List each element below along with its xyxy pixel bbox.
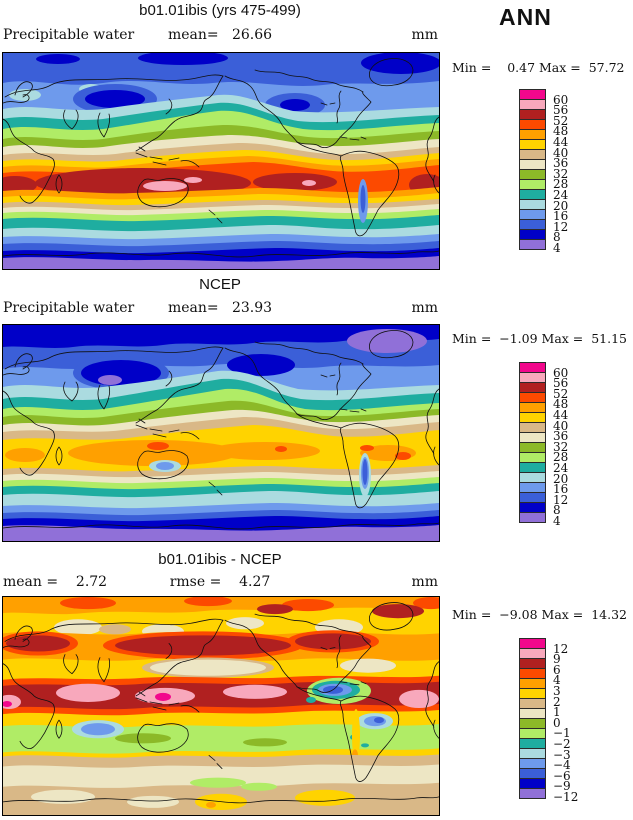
legend-label: 3 <box>553 684 561 698</box>
legend-label: 4 <box>553 514 561 528</box>
panel3-title: b01.01ibis - NCEP <box>158 551 282 568</box>
legend-label: 60 <box>553 365 569 380</box>
legend-label: 6 <box>553 662 561 677</box>
legend-label: −2 <box>553 737 571 751</box>
legend-label: −9 <box>553 779 571 794</box>
map-model-precipitable-water <box>2 52 440 270</box>
legend-swatch <box>519 512 546 523</box>
legend-label: 56 <box>553 376 569 391</box>
legend-label: 28 <box>553 450 569 465</box>
legend-label: 8 <box>553 503 561 518</box>
legend-label: 32 <box>553 166 569 181</box>
legend-label: 36 <box>553 429 569 444</box>
panel1-units-label: mm <box>411 27 438 43</box>
legend-label: 0 <box>553 715 561 730</box>
legend-label: 12 <box>553 641 569 656</box>
legend-label: 24 <box>553 188 569 202</box>
legend-label: 32 <box>553 439 569 454</box>
panel1-mean-label: mean= 26.66 <box>167 27 273 43</box>
legend-label: −3 <box>553 747 571 762</box>
panel3-mean-label: mean = 2.72 <box>3 574 108 590</box>
legend-label: −4 <box>553 758 571 773</box>
panel1-variable-label: Precipitable water <box>3 27 135 43</box>
legend-label: 44 <box>553 408 569 422</box>
legend-swatch <box>519 239 546 250</box>
legend-label: 20 <box>553 471 569 486</box>
legend-label: 48 <box>553 124 569 139</box>
panel2-title: NCEP <box>199 276 241 293</box>
legend-swatch <box>519 788 546 799</box>
panel2-mean-label: mean= 23.93 <box>167 300 273 316</box>
panel2-minmax: Min = −1.09 Max = 51.15 <box>452 331 627 346</box>
panel2-variable-label: Precipitable water <box>3 300 135 316</box>
legend-label: 28 <box>553 177 569 192</box>
map-ncep-precipitable-water <box>2 324 440 542</box>
panel3-units-label: mm <box>411 574 438 590</box>
legend-label: 16 <box>553 482 569 497</box>
panel2-colorbar: 60 56 52 48 44 40 36 32 28 24 20 16 12 8 4 <box>519 362 568 527</box>
legend-label: 60 <box>553 92 569 107</box>
legend-label: 24 <box>553 461 569 475</box>
legend-label: 12 <box>553 492 569 507</box>
legend-label: 1 <box>553 705 561 720</box>
legend-label: 12 <box>553 219 569 234</box>
legend-label: 9 <box>553 652 561 667</box>
panel1-title: b01.01ibis (yrs 475-499) <box>139 2 301 19</box>
map-difference-model-minus-ncep <box>2 596 440 816</box>
panel3-rmse-label: rmse = 4.27 <box>169 574 271 590</box>
panel2-units-label: mm <box>411 300 438 316</box>
legend-label: 4 <box>553 673 561 688</box>
legend-label: 40 <box>553 145 569 160</box>
legend-label: 48 <box>553 397 569 412</box>
legend-label: 20 <box>553 198 569 213</box>
legend-label: 2 <box>553 694 561 709</box>
legend-label: 16 <box>553 209 569 224</box>
legend-label: 44 <box>553 135 569 149</box>
legend-label: −12 <box>553 790 579 804</box>
legend-label: 40 <box>553 418 569 433</box>
legend-label: 36 <box>553 156 569 171</box>
legend-label: 8 <box>553 230 561 245</box>
legend-label: −1 <box>553 726 571 741</box>
legend-label: 52 <box>553 113 569 128</box>
legend-label: −6 <box>553 768 571 783</box>
legend-label: 4 <box>553 241 561 255</box>
legend-label: 56 <box>553 103 569 118</box>
panel3-colorbar: 12 9 6 4 3 2 1 0 −1 −2 −3 −4 −6 −9 −12 <box>519 638 578 803</box>
panel1-minmax: Min = 0.47 Max = 57.72 <box>452 60 625 75</box>
legend-label: 52 <box>553 386 569 401</box>
season-label: ANN <box>499 4 552 30</box>
panel1-colorbar: 60 56 52 48 44 40 36 32 28 24 20 16 12 8 4 <box>519 89 568 254</box>
panel3-minmax: Min = −9.08 Max = 14.32 <box>452 607 627 622</box>
